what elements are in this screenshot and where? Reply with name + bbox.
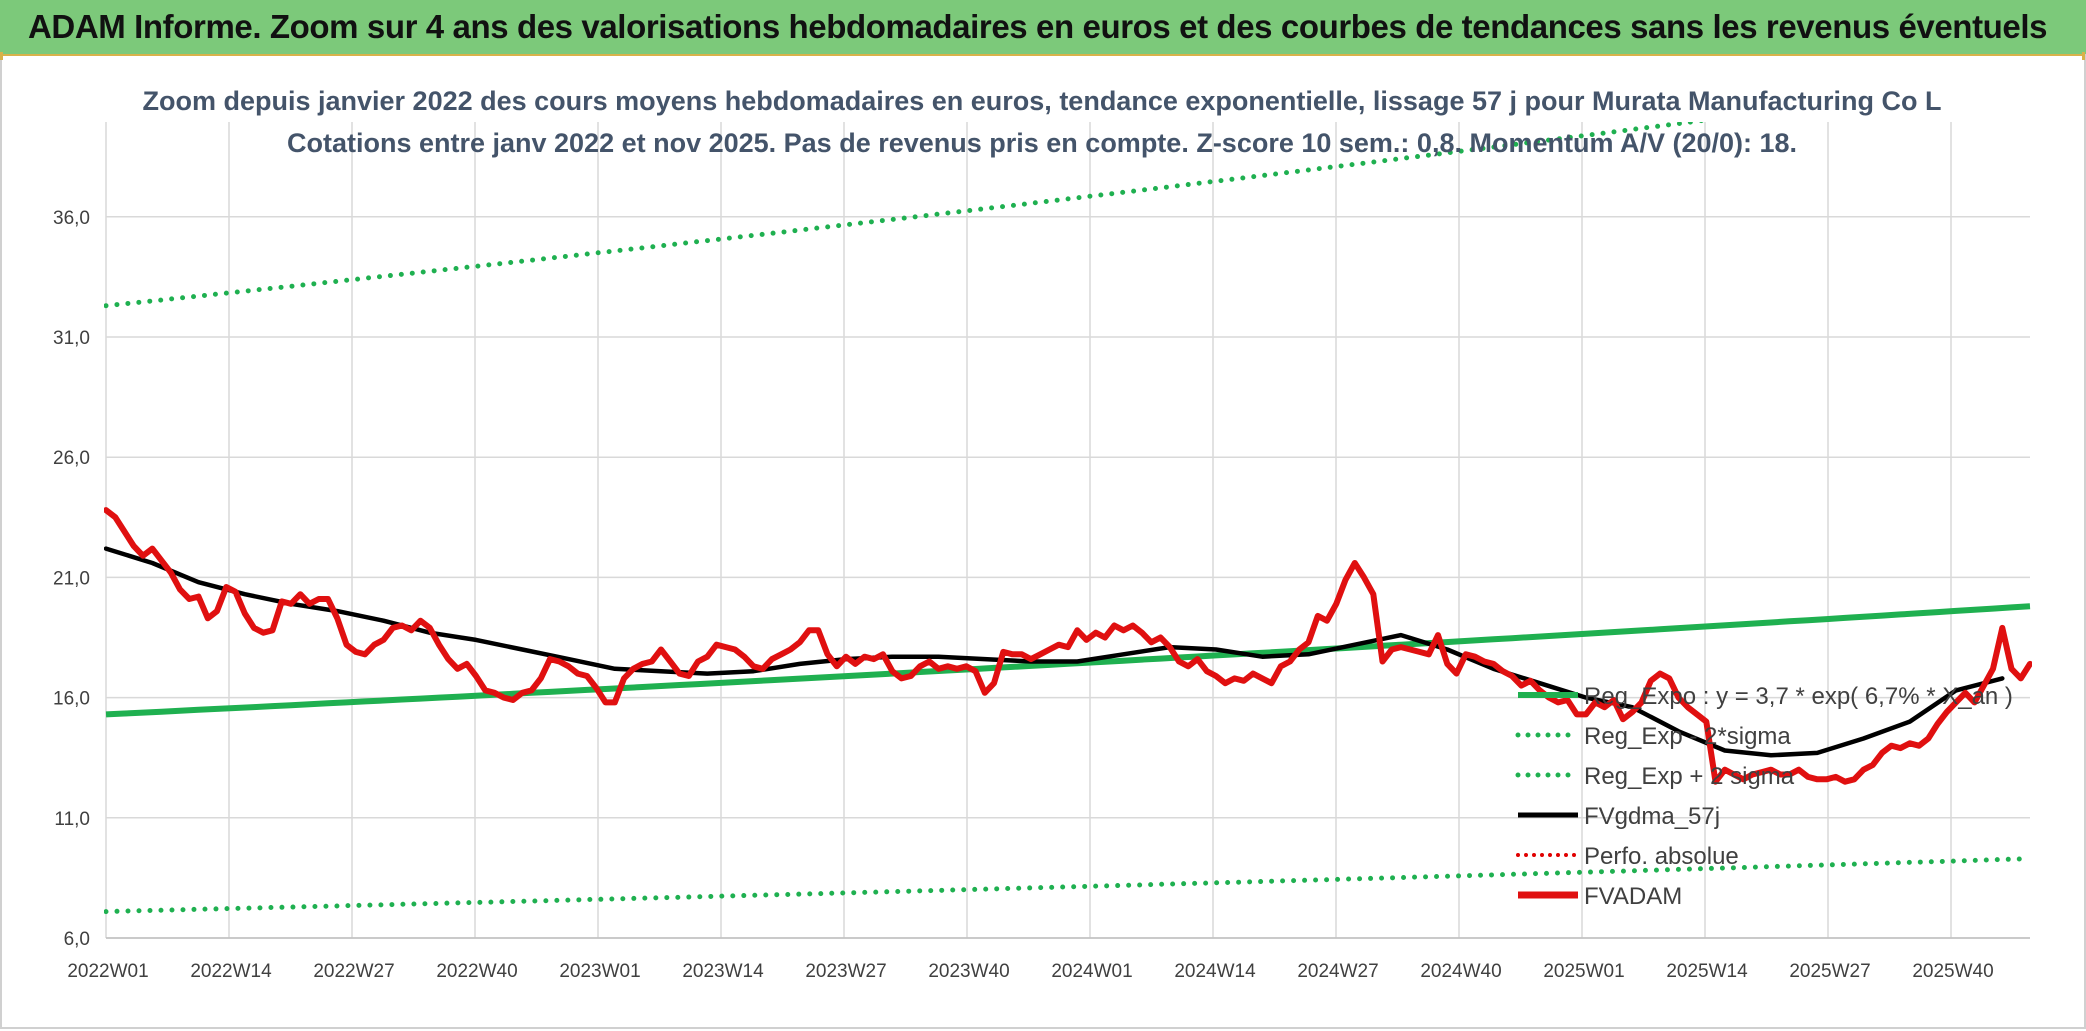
legend-label: Reg_Exp + 2 sigma <box>1584 763 1795 790</box>
legend: Reg_Expo : y = 3,7 * exp( 6,7% * X_an ) R… <box>1515 683 2013 910</box>
legend-label: FVADAM <box>1584 883 1682 910</box>
y-tick-label: 26,0 <box>53 448 90 469</box>
legend-label: Reg_Exp - 2*sigma <box>1584 723 1791 750</box>
y-tick-label: 31,0 <box>53 328 90 349</box>
upper-band-line <box>104 122 1711 309</box>
x-tick-label: 2023W14 <box>682 961 764 982</box>
x-tick-label: 2024W40 <box>1420 961 1501 982</box>
x-tick-label: 2025W40 <box>1912 961 1993 982</box>
x-tick-label: 2024W01 <box>1051 961 1132 982</box>
y-tick-label: 6,0 <box>64 929 90 950</box>
gdma-line <box>104 546 2005 758</box>
axis-layer: 6,0 11,0 16,0 21,0 26,0 31,0 36,0 2022W01 2022W1… <box>53 208 2030 982</box>
y-tick-label: 36,0 <box>53 208 90 229</box>
x-tick-label: 2023W01 <box>559 961 640 982</box>
x-tick-label: 2022W27 <box>313 961 394 982</box>
legend-label: FVgdma_57j <box>1584 803 1720 830</box>
x-tick-label: 2025W27 <box>1789 961 1870 982</box>
x-tick-label: 2022W40 <box>436 961 517 982</box>
y-tick-label: 21,0 <box>53 568 90 589</box>
y-tick-label: 11,0 <box>54 809 90 830</box>
x-tick-label: 2025W01 <box>1543 961 1624 982</box>
report-banner: ADAM Informe. Zoom sur 4 ans des valoris… <box>0 0 2086 56</box>
exp-trend-line <box>105 603 2031 718</box>
price-line <box>104 507 2032 785</box>
report-title: ADAM Informe. Zoom sur 4 ans des valoris… <box>28 8 2048 45</box>
x-tick-label: 2024W27 <box>1297 961 1378 982</box>
series-layer <box>104 122 2032 915</box>
chart-title: Zoom depuis janvier 2022 des cours moyen… <box>143 86 1942 116</box>
x-tick-label: 2022W01 <box>67 961 148 982</box>
x-tick-label: 2025W14 <box>1666 961 1748 982</box>
legend-label: Perfo. absolue <box>1584 843 1739 870</box>
x-tick-label: 2022W14 <box>190 961 272 982</box>
chart-frame <box>0 54 2086 1029</box>
x-tick-label: 2023W27 <box>805 961 886 982</box>
x-tick-label: 2023W40 <box>928 961 1009 982</box>
y-tick-label: 16,0 <box>53 689 90 710</box>
x-tick-label: 2024W14 <box>1174 961 1256 982</box>
frame-corner-marker <box>2082 52 2085 60</box>
chart-subtitle: Cotations entre janv 2022 et nov 2025. P… <box>287 128 1797 158</box>
legend-label: Reg_Expo : y = 3,7 * exp( 6,7% * X_an ) <box>1584 683 2013 710</box>
lower-band-line <box>104 856 2032 915</box>
grid-layer <box>105 122 2030 939</box>
frame-corner-marker-left <box>0 52 3 60</box>
